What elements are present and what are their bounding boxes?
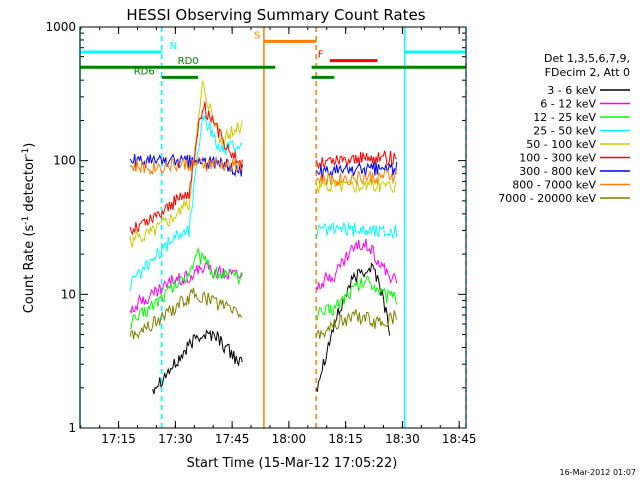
y-axis-label-part: detector [22, 156, 37, 216]
legend-label: 300 - 800 keV [519, 165, 596, 178]
x-tick-label: 18:15 [328, 432, 363, 446]
x-axis-label: Start Time (15-Mar-12 17:05:22) [187, 456, 398, 471]
legend-header-line1: Det 1,3,5,6,7,9, [544, 52, 630, 65]
plot-area: 17:15 17:30 17:45 18:00 18:15 18:30 18:45 1 10 10… [45, 20, 476, 446]
series-line [129, 156, 243, 176]
x-tick-label: 17:15 [101, 432, 136, 446]
plot-frame [79, 26, 467, 429]
x-tick-label: 17:45 [215, 432, 250, 446]
series-line [315, 220, 398, 239]
flag-label: S [254, 30, 260, 41]
series-line [315, 262, 391, 393]
x-tick-label: 18:45 [442, 432, 477, 446]
y-axis-label: Count Rate (s-1 detector-1) [21, 143, 37, 314]
y-axis-label-part: Count Rate (s [22, 225, 37, 314]
series-line [129, 101, 243, 236]
y-axis-label-sup: -1 [21, 216, 31, 225]
legend-label: 12 - 25 keV [533, 111, 596, 124]
legend-label: 3 - 6 keV [547, 84, 596, 97]
y-axis-label-part: ) [22, 143, 37, 148]
legend-label: 25 - 50 keV [533, 125, 596, 138]
y-tick-label: 1 [68, 421, 76, 435]
y-axis-label-sup: -1 [21, 148, 31, 157]
x-tick-label: 18:30 [385, 432, 420, 446]
series-line [129, 260, 243, 315]
series-line [315, 275, 398, 321]
x-tick-label: 18:00 [272, 432, 307, 446]
y-tick-label: 100 [53, 154, 76, 168]
series-line [315, 309, 398, 339]
series-line [129, 246, 243, 330]
flag-label: F [318, 50, 324, 61]
timestamp: 16-Mar-2012 01:07 [560, 468, 637, 477]
y-tick-label: 10 [61, 287, 76, 301]
legend-label: 800 - 7000 keV [512, 179, 596, 192]
series-line [315, 238, 398, 291]
flag-label: RD6 [134, 66, 155, 77]
series-line [315, 168, 398, 187]
legend-header-line2: FDecim 2, Att 0 [545, 66, 630, 79]
series-line [129, 115, 243, 292]
series-line [129, 287, 243, 340]
series-line [152, 329, 243, 395]
series-line [315, 176, 397, 194]
legend-label: 7000 - 20000 keV [498, 192, 596, 205]
legend-label: 6 - 12 keV [540, 98, 596, 111]
legend-label: 50 - 100 keV [526, 138, 596, 151]
y-tick-label: 1000 [45, 20, 76, 34]
flag-label: N [170, 41, 177, 52]
chart-title: HESSI Observing Summary Count Rates [126, 6, 425, 24]
legend-label: 100 - 300 keV [519, 152, 596, 165]
x-tick-label: 17:30 [158, 432, 193, 446]
series-line [315, 150, 397, 170]
flag-label: RD0 [178, 56, 199, 67]
